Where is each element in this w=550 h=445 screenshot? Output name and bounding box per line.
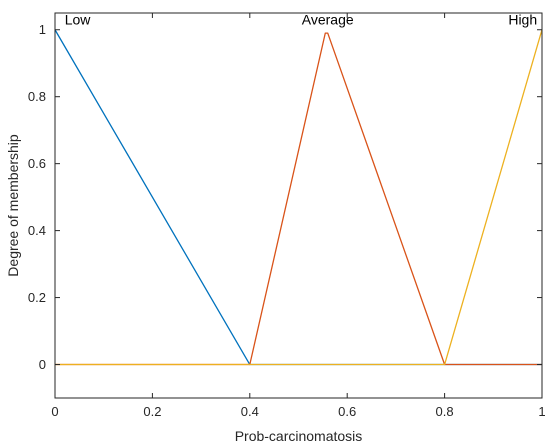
x-tick-label: 0.6: [338, 404, 356, 419]
x-axis-label: Prob-carcinomatosis: [235, 428, 363, 444]
membership-labels: Low Average High: [65, 12, 537, 28]
plot-area: [55, 13, 542, 398]
mf-label-average: Average: [302, 12, 354, 28]
y-tick-label: 0.2: [28, 290, 46, 305]
y-tick-label: 0: [39, 357, 46, 372]
y-tick-label: 0.8: [28, 89, 46, 104]
x-tick-label: 1: [538, 404, 545, 419]
x-tick-label: 0.2: [143, 404, 161, 419]
y-tick-label: 0.4: [28, 223, 46, 238]
series-line-high: [55, 29, 543, 366]
mf-label-high: High: [508, 12, 537, 28]
y-tick-label: 1: [39, 22, 46, 37]
x-tick-label: 0.8: [436, 404, 454, 419]
mf-label-low: Low: [65, 12, 92, 28]
x-tick-label: 0.4: [241, 404, 259, 419]
series-layer: [54, 29, 543, 366]
axes-box: [54, 12, 543, 399]
tick-layer: 0 0.2 0.4 0.6 0.8 1 0 0.2 0.4 0.6 0.8 1: [28, 13, 546, 419]
y-axis-label: Degree of membership: [5, 134, 21, 277]
x-tick-label: 0: [51, 404, 58, 419]
y-tick-label: 0.6: [28, 156, 46, 171]
